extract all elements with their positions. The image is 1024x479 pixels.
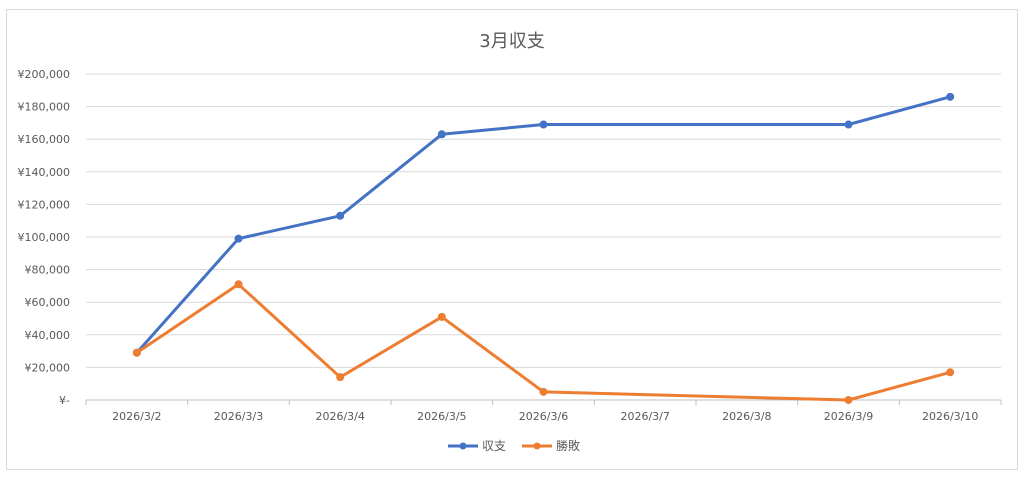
y-tick-label: ¥20,000: [25, 361, 71, 374]
legend-label-1: 収支: [482, 439, 506, 453]
data-point: [539, 120, 548, 129]
x-tick-label: 2026/3/10: [922, 410, 978, 423]
y-tick-label: ¥100,000: [18, 231, 71, 244]
y-tick-label: ¥120,000: [18, 198, 71, 211]
data-point: [946, 368, 955, 377]
x-tick-label: 2026/3/5: [417, 410, 466, 423]
x-tick-label: 2026/3/9: [824, 410, 873, 423]
x-tick-label: 2026/3/6: [519, 410, 568, 423]
y-tick-label: ¥80,000: [25, 264, 71, 277]
data-point: [234, 234, 243, 243]
data-point: [844, 120, 853, 129]
x-tick-label: 2026/3/4: [315, 410, 364, 423]
data-point: [132, 348, 141, 357]
data-point: [234, 280, 243, 289]
data-point: [946, 92, 955, 101]
data-point: [437, 130, 446, 139]
y-tick-label: ¥-: [59, 394, 70, 407]
series-line-1: [135, 95, 952, 355]
y-tick-label: ¥200,000: [18, 68, 71, 81]
y-tick-label: ¥40,000: [25, 329, 71, 342]
x-axis-tick-labels: 2026/3/2 2026/3/3 2026/3/4 2026/3/5 2026/3/6…: [112, 410, 978, 423]
data-point: [336, 373, 345, 382]
legend: 収支 勝敗: [448, 438, 580, 453]
data-point: [336, 211, 345, 220]
x-tick-label: 2026/3/3: [214, 410, 263, 423]
legend-marker-2: [533, 442, 541, 450]
data-point: [539, 387, 548, 396]
y-tick-label: ¥60,000: [25, 296, 71, 309]
data-point: [437, 312, 446, 321]
y-tick-label: ¥180,000: [18, 101, 71, 114]
x-tick-label: 2026/3/2: [112, 410, 161, 423]
x-tick-label: 2026/3/8: [722, 410, 771, 423]
y-axis-tick-labels: ¥- ¥20,000 ¥40,000 ¥60,000 ¥80,000 ¥100,000 ¥1…: [18, 68, 71, 407]
series-line-2: [135, 282, 952, 402]
series-layer: [132, 92, 955, 404]
data-point: [844, 396, 853, 404]
chart-title: 3月収支: [479, 31, 544, 52]
y-tick-label: ¥140,000: [18, 166, 71, 179]
legend-marker-1: [459, 442, 467, 450]
y-tick-label: ¥160,000: [18, 133, 71, 146]
chart-frame: [6, 9, 1018, 470]
x-tick-label: 2026/3/7: [620, 410, 669, 423]
legend-label-2: 勝敗: [556, 438, 580, 453]
